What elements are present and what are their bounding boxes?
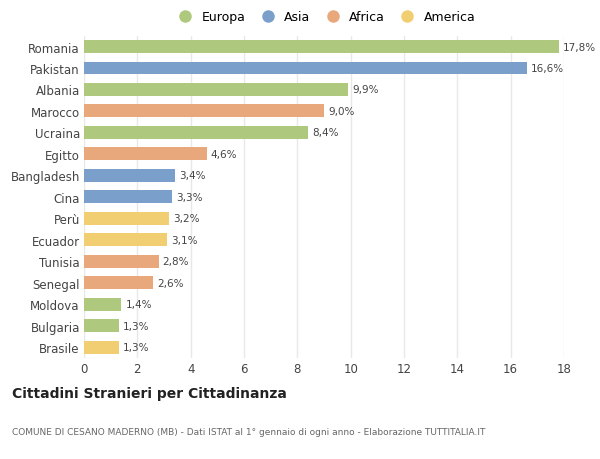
Text: COMUNE DI CESANO MADERNO (MB) - Dati ISTAT al 1° gennaio di ogni anno - Elaboraz: COMUNE DI CESANO MADERNO (MB) - Dati IST… [12, 427, 485, 436]
Text: 17,8%: 17,8% [563, 42, 596, 52]
Bar [84, 277, 154, 290]
Bar [84, 62, 527, 75]
Text: 2,6%: 2,6% [157, 278, 184, 288]
Bar [84, 41, 559, 54]
Text: 3,4%: 3,4% [179, 171, 205, 181]
Bar [84, 148, 206, 161]
Bar [84, 341, 119, 354]
Bar [84, 319, 119, 332]
Bar [84, 191, 172, 204]
Bar [84, 169, 175, 182]
Bar [84, 255, 158, 268]
Bar [84, 84, 348, 97]
Bar [84, 298, 121, 311]
Bar [84, 105, 324, 118]
Bar [84, 127, 308, 140]
Bar [84, 234, 167, 246]
Text: 3,3%: 3,3% [176, 192, 203, 202]
Text: 1,3%: 1,3% [122, 342, 149, 353]
Text: 9,9%: 9,9% [352, 85, 379, 95]
Text: 1,4%: 1,4% [125, 299, 152, 309]
Text: 1,3%: 1,3% [122, 321, 149, 331]
Text: 2,8%: 2,8% [163, 257, 189, 267]
Text: Cittadini Stranieri per Cittadinanza: Cittadini Stranieri per Cittadinanza [12, 386, 287, 400]
Text: 3,1%: 3,1% [170, 235, 197, 245]
Text: 3,2%: 3,2% [173, 214, 200, 224]
Bar [84, 213, 169, 225]
Text: 8,4%: 8,4% [312, 128, 338, 138]
Text: 16,6%: 16,6% [530, 64, 564, 74]
Text: 9,0%: 9,0% [328, 106, 355, 117]
Text: 4,6%: 4,6% [211, 150, 237, 160]
Legend: Europa, Asia, Africa, America: Europa, Asia, Africa, America [173, 11, 475, 24]
